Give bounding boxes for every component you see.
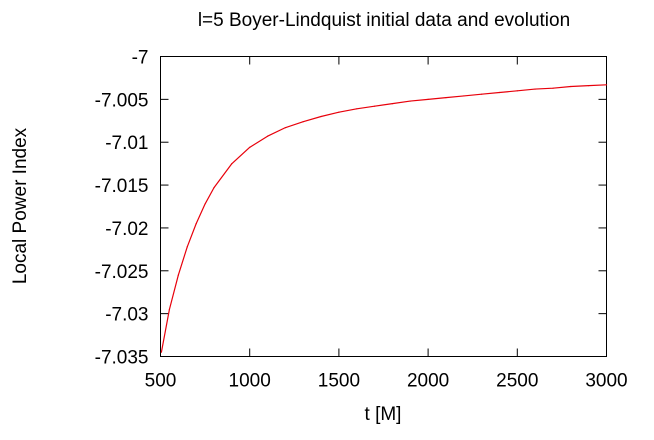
data-point <box>445 97 447 99</box>
data-point <box>320 115 322 118</box>
y-tick-label: -7.035 <box>95 348 149 369</box>
x-tick-label: 2000 <box>407 371 449 392</box>
data-point <box>160 351 162 353</box>
data-point <box>249 146 251 148</box>
x-tick-label: 3000 <box>585 371 627 392</box>
data-point <box>338 111 340 113</box>
x-axis: 500 1000 1500 2000 2500 3000 <box>145 56 628 392</box>
data-point <box>588 85 590 87</box>
data-point <box>534 88 536 90</box>
data-point <box>605 84 608 86</box>
data-point <box>391 103 394 105</box>
data-point <box>356 108 358 110</box>
data-point <box>373 105 376 107</box>
x-tick-label: 2500 <box>496 371 538 392</box>
series-layer <box>160 84 608 353</box>
x-tick-label: 1000 <box>229 371 271 392</box>
y-tick-label: -7.015 <box>95 176 149 197</box>
data-point <box>552 87 554 89</box>
y-tick-label: -7.025 <box>95 262 149 283</box>
data-point <box>186 246 188 248</box>
data-point <box>168 308 171 310</box>
data-point <box>204 203 206 205</box>
data-point <box>195 223 197 225</box>
data-point <box>427 98 429 100</box>
y-tick-label: -7 <box>132 48 149 69</box>
plot-frame <box>160 56 607 357</box>
y-tick-label: -7.03 <box>105 305 148 326</box>
y-tick-label: -7.005 <box>95 90 149 111</box>
x-tick-label: 1500 <box>318 371 360 392</box>
data-point <box>570 85 572 88</box>
data-point <box>177 274 179 276</box>
data-point <box>498 91 501 94</box>
y-tick-label: -7.01 <box>105 133 148 154</box>
data-point <box>231 163 233 165</box>
data-point <box>481 93 483 95</box>
x-tick-label: 500 <box>145 371 177 392</box>
data-point <box>302 121 304 123</box>
data-point <box>284 127 286 129</box>
y-tick-label: -7.02 <box>105 219 148 240</box>
y-axis-label: Local Power Index <box>10 127 31 284</box>
series-line-0 <box>160 84 607 353</box>
x-axis-label: t [M] <box>365 404 402 425</box>
data-point <box>213 187 215 189</box>
data-point <box>463 95 465 97</box>
data-point <box>409 100 411 102</box>
chart-title: l=5 Boyer-Lindquist initial data and evo… <box>198 10 570 31</box>
data-point <box>516 90 518 92</box>
data-point <box>266 135 269 137</box>
y-axis: -7.035 -7.03 -7.025 -7.02 -7.015 -7.01 -7.005 -… <box>95 48 607 369</box>
